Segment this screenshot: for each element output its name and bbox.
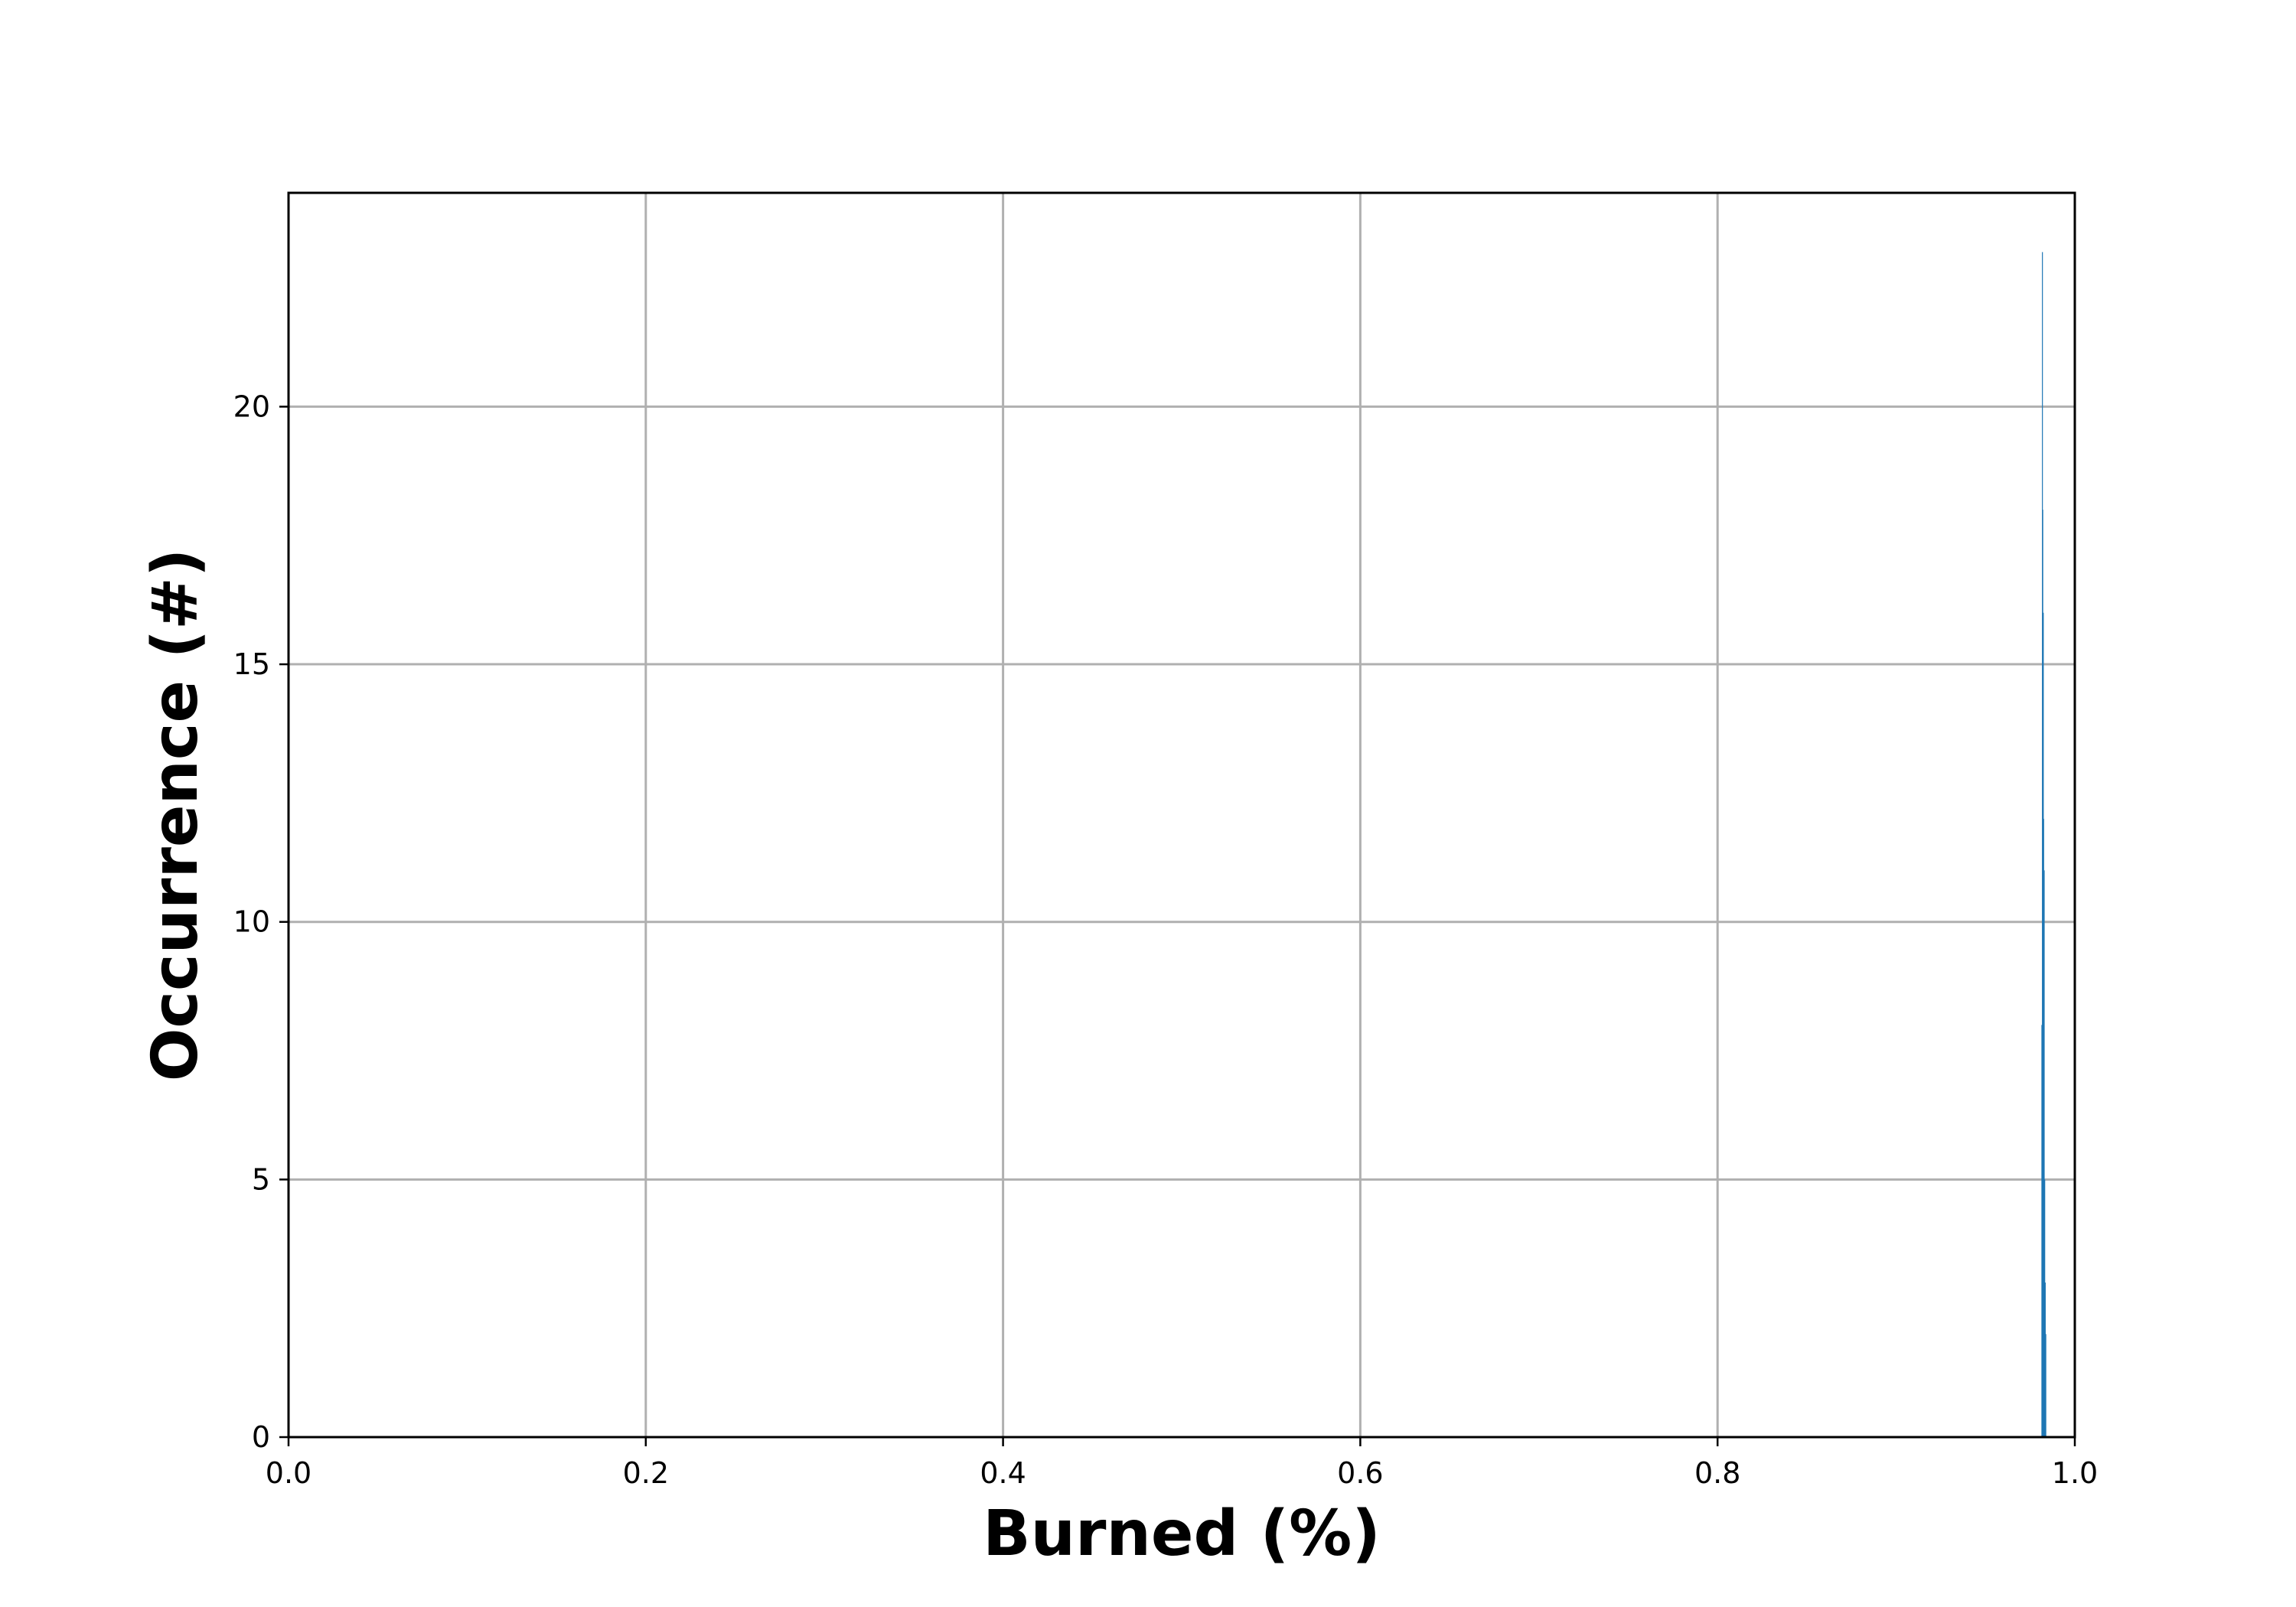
x-tick-label: 0.6 <box>1337 1456 1383 1490</box>
x-tick-label: 1.0 <box>2052 1456 2098 1490</box>
y-tick-label: 15 <box>233 647 270 681</box>
histogram-bar <box>2043 870 2045 1437</box>
x-tick-label: 0.8 <box>1694 1456 1740 1490</box>
y-tick-label: 5 <box>252 1162 270 1196</box>
axis-ticks: 0.0 0.2 0.4 0.6 0.8 1.0 0 5 10 15 20 <box>233 390 2099 1490</box>
x-axis-label: Burned (%) <box>983 1498 1381 1570</box>
histogram-bar <box>2045 1334 2047 1437</box>
histogram-bars <box>2041 252 2047 1438</box>
y-tick-label: 10 <box>233 905 270 939</box>
histogram-bar <box>2041 1025 2043 1437</box>
plot-frame <box>287 191 2076 1439</box>
grid-lines <box>287 193 2076 1439</box>
y-tick-label: 0 <box>252 1420 270 1454</box>
histogram-bar <box>2043 819 2044 1437</box>
histogram-bar <box>2044 1283 2046 1437</box>
x-tick-label: 0.2 <box>623 1456 669 1490</box>
x-tick-label: 0.4 <box>980 1456 1026 1490</box>
y-tick-label: 20 <box>233 390 270 423</box>
histogram-bar <box>2044 1179 2046 1437</box>
x-tick-label: 0.0 <box>266 1456 311 1490</box>
y-axis-label: Occurrence (#) <box>139 549 212 1082</box>
